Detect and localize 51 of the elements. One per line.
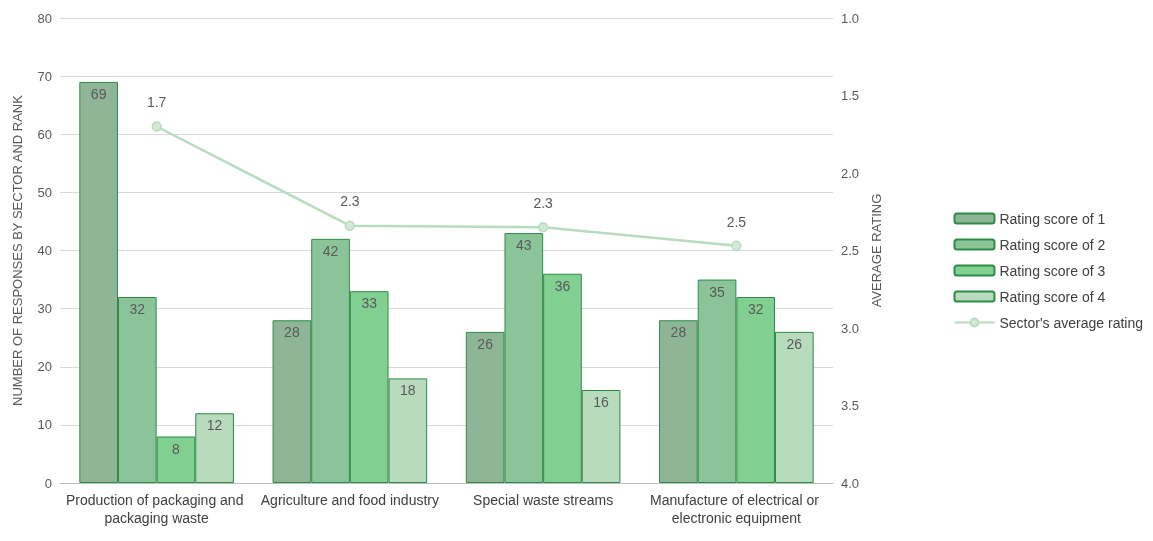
y-tick-label: 40 [37, 243, 52, 258]
data-label: 18 [400, 382, 416, 399]
data-label: 43 [516, 237, 532, 254]
y2-axis-title: AVERAGE RATING [868, 193, 884, 308]
y2-tick-label: 1.5 [841, 88, 860, 103]
data-label: 28 [670, 324, 687, 341]
legend-label: Rating score of 2 [999, 236, 1106, 253]
data-label: 26 [786, 335, 803, 352]
data-label: 2.3 [340, 193, 360, 210]
y-tick-label: 60 [37, 126, 52, 142]
legend-label: Rating score of 4 [999, 288, 1106, 305]
y-tick-label: 10 [37, 417, 52, 433]
data-label: 12 [206, 417, 223, 434]
y-tick-label: 0 [44, 475, 52, 491]
data-label: 32 [747, 301, 764, 317]
y-tick-label: 20 [37, 359, 52, 375]
point [537, 222, 549, 233]
point [151, 121, 162, 132]
data-label: 2.3 [533, 195, 554, 211]
data-label: 2.5 [726, 213, 747, 230]
data-label: 28 [284, 324, 300, 341]
legend-label: Sector's average rating [999, 314, 1143, 331]
data-label: 1.7 [146, 94, 167, 111]
data-label: 26 [477, 335, 494, 352]
point [731, 240, 742, 252]
legend-label: Rating score of 1 [999, 210, 1106, 227]
y2-tick-label: 3.0 [841, 320, 860, 336]
data-label: 33 [361, 295, 378, 312]
data-label: 8 [172, 440, 181, 457]
data-label: 32 [129, 301, 146, 317]
y-axis-title: NUMBER OF RESPONSES BY SECTOR AND RANK [10, 94, 25, 406]
y2-tick-label: 4.0 [841, 475, 860, 491]
y2-tick-label: 2.0 [841, 165, 860, 181]
y2-tick-label: 1.0 [841, 10, 860, 26]
data-label: 42 [322, 242, 339, 259]
data-label: 16 [593, 394, 610, 410]
y-tick-label: 70 [37, 68, 52, 84]
x-tick-label: Special waste streams [473, 492, 614, 508]
y-tick-label: 30 [37, 301, 52, 317]
data-label: 69 [90, 85, 107, 102]
legend-label: Rating score of 3 [999, 262, 1106, 279]
y2-tick-label: 2.5 [841, 243, 860, 258]
y2-tick-label: 3.5 [841, 398, 860, 413]
x-tick-label: Manufacture of electrical or electronic equipment [650, 492, 823, 526]
x-tick-label: Agriculture and food industry [260, 492, 439, 508]
x-tick-label: Production of packaging and packaging waste [65, 492, 248, 526]
point [344, 220, 356, 231]
data-label: 36 [554, 277, 571, 294]
y-tick-label: 80 [37, 10, 52, 26]
data-label: 35 [709, 283, 726, 300]
y-tick-label: 50 [37, 184, 52, 200]
